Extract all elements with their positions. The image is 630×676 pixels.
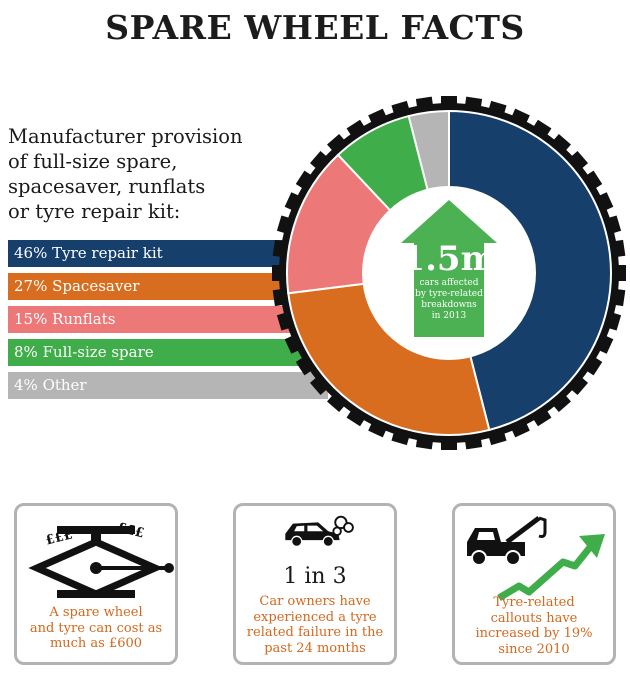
fact-card-failure-rate: 1 in 3 Car owners have experienced a tyr…: [233, 503, 397, 665]
caption-line: A spare wheel: [49, 605, 143, 620]
card-caption: Tyre-related callouts have increased by …: [461, 595, 607, 657]
center-note-line: cars affected: [419, 278, 479, 288]
tread-block: [327, 133, 347, 154]
tread-block: [415, 96, 434, 111]
tread-block: [568, 375, 589, 395]
tread-block: [531, 119, 552, 139]
tread-block: [464, 435, 483, 450]
intro-line: of full-size spare,: [8, 150, 178, 173]
tow-truck-icon: [467, 516, 605, 601]
tread-block: [551, 133, 571, 154]
tread-block: [346, 407, 367, 427]
fact-card-callouts: Tyre-related callouts have increased by …: [452, 503, 616, 665]
tread-block: [368, 419, 388, 438]
tread-block: [441, 96, 457, 108]
page-title: SPARE WHEEL FACTS: [105, 8, 525, 47]
center-note-line: by tyre-related: [415, 289, 483, 299]
caption-line: related failure in the: [246, 625, 384, 640]
intro-text: Manufacturer provision of full-size spar…: [8, 124, 298, 224]
tread-block: [391, 429, 411, 446]
caption-line: experienced a tyre: [253, 609, 377, 625]
caption-line: since 2010: [498, 641, 570, 657]
tread-block: [309, 151, 330, 171]
tread-block: [464, 96, 483, 111]
center-note: cars affected by tyre-related breakdowns…: [408, 278, 490, 322]
tread-block: [611, 288, 626, 307]
center-note-line: breakdowns: [421, 300, 477, 310]
tread-block: [510, 419, 530, 438]
legend-row-full-size-spare: 8% Full-size spare: [8, 339, 318, 366]
tread-block: [510, 108, 530, 127]
legend-row-spacesaver: 27% Spacesaver: [8, 273, 298, 300]
tread-block: [327, 392, 347, 413]
caption-line: increased by 19%: [475, 626, 593, 641]
tread-block: [551, 392, 571, 413]
intro-line: Manufacturer provision: [8, 125, 243, 148]
tread-block: [531, 407, 552, 427]
tread-block: [487, 429, 507, 446]
car-jack-icon: £££ £££: [28, 520, 174, 598]
tread-block: [346, 119, 367, 139]
caption-line: callouts have: [490, 610, 578, 626]
caption-line: past 24 months: [264, 640, 366, 656]
legend-row-tyre-repair-kit: 46% Tyre repair kit: [8, 240, 298, 267]
failure-stat: 1 in 3: [283, 564, 347, 589]
money-symbols: £££: [115, 520, 145, 541]
intro-line: spacesaver, runflats: [8, 175, 206, 198]
card-caption: Car owners have experienced a tyre relat…: [242, 594, 388, 656]
tread-block: [568, 151, 589, 171]
legend-row-runflats: 15% Runflats: [8, 306, 308, 333]
card-caption: A spare wheel and tyre can cost as much …: [23, 605, 169, 652]
tread-block: [614, 265, 626, 281]
caption-line: Tyre-related: [493, 595, 575, 610]
caption-line: much as £600: [49, 636, 143, 651]
broken-down-car-icon: [285, 515, 354, 548]
tread-block: [368, 108, 388, 127]
tread-block: [295, 170, 315, 191]
tread-block: [605, 215, 622, 235]
tread-block: [415, 435, 434, 450]
caption-line: and tyre can cost as: [29, 620, 163, 636]
tread-block: [611, 239, 626, 258]
money-symbols: £££: [44, 527, 74, 548]
fact-card-spare-cost: £££ £££ A spare wheel and tyre can cost …: [14, 503, 178, 665]
intro-line: or tyre repair kit:: [8, 200, 181, 223]
tread-block: [441, 438, 457, 450]
legend-row-other: 4% Other: [8, 372, 328, 399]
caption-line: Car owners have: [259, 594, 371, 609]
tread-block: [583, 170, 603, 191]
tread-block: [583, 355, 603, 376]
tread-block: [605, 311, 622, 331]
tread-block: [487, 100, 507, 117]
tread-block: [595, 192, 614, 212]
center-value: 1.5m: [401, 239, 497, 279]
center-note-line: in 2013: [431, 311, 467, 321]
tread-block: [391, 100, 411, 117]
rising-arrow-icon: [497, 543, 594, 601]
tread-block: [595, 334, 614, 354]
